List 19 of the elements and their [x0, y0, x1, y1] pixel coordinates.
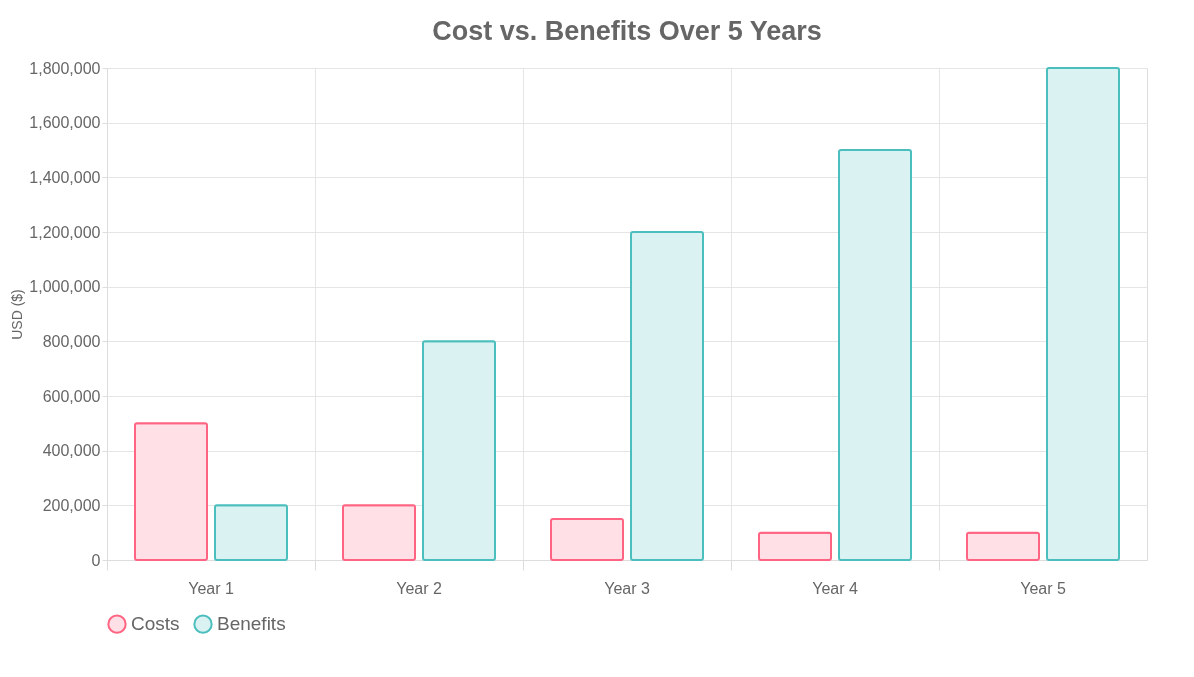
legend-label: Costs	[131, 613, 180, 635]
y-tick-label: 1,800,000	[29, 59, 101, 77]
y-axis-title: USD ($)	[9, 289, 26, 340]
y-tick-label: 600,000	[42, 387, 101, 405]
legend-label: Benefits	[217, 613, 286, 635]
y-tick-label: 1,400,000	[29, 168, 101, 186]
x-tick-label: Year 4	[812, 579, 858, 597]
x-tick-label: Year 2	[396, 579, 442, 597]
chart-title: Cost vs. Benefits Over 5 Years	[432, 16, 822, 46]
y-tick-label: 200,000	[42, 496, 101, 514]
x-tick-label: Year 5	[1020, 579, 1066, 597]
y-tick-label: 400,000	[42, 442, 101, 460]
x-tick-label: Year 1	[188, 579, 234, 597]
y-tick-label: 1,000,000	[29, 278, 101, 296]
y-tick-label: 1,200,000	[29, 223, 101, 241]
y-tick-label: 0	[91, 551, 101, 569]
y-tick-label: 1,600,000	[29, 114, 101, 132]
x-tick-label: Year 3	[604, 579, 650, 597]
y-tick-label: 800,000	[42, 332, 101, 350]
